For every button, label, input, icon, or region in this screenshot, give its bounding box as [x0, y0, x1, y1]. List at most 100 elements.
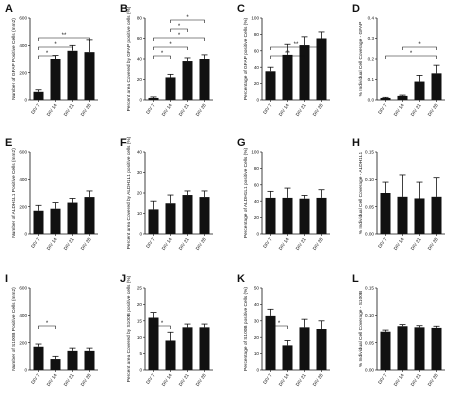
panel-c-y-tick-label: 0 [256, 98, 259, 103]
panel-k-significance-label: * [278, 321, 281, 327]
panel-g-y-tick-label: 80 [254, 166, 260, 171]
panel-b-y-tick-label: 20 [137, 77, 143, 82]
panel-l-y-tick-label: 0.15 [365, 286, 374, 291]
panel-l-bar [431, 327, 442, 370]
panel-c-bar [265, 71, 276, 100]
panel-g-y-tick-label: 20 [254, 215, 260, 220]
panel-k-x-tick-label: DIV 28 [312, 372, 324, 387]
panel-j-letter: J [120, 273, 126, 285]
panel-c-x-tick-label: DIV 7 [262, 102, 273, 115]
panel-i-letter: I [5, 273, 8, 285]
panel-d-x-tick-label: DIV 28 [427, 102, 439, 117]
panel-f-x-tick-label: DIV 7 [145, 236, 156, 249]
panel-g-y-axis-label: Percentage of ALDH1L1 positive Cells (%) [243, 148, 249, 239]
panel-b-x-tick-label: DIV 28 [195, 102, 207, 117]
panel-h-bar [414, 198, 425, 234]
panel-h-x-tick-label: DIV 21 [410, 236, 422, 251]
panel-d-y-tick-label: 0.2 [368, 57, 375, 62]
panel-g-bar [282, 197, 293, 234]
panel-l-x-tick-label: DIV 28 [427, 372, 439, 387]
panel-k-y-axis-label: Percentage of S100B positive Cells (%) [243, 287, 249, 371]
panel-h: H 0.00 0.05 0.10 0.15% Individual Cell Cover… [352, 137, 445, 251]
panel-a-bar [33, 91, 44, 100]
panel-f: F 0 10 20 30 40 Percent area Covered by ALDH1L… [120, 136, 213, 251]
panel-e-y-axis-label: Number of ALDH1L1 Positive Cells (mm2) [11, 148, 17, 238]
panel-e-bar [67, 202, 78, 234]
panel-a-x-tick-label: DIV 28 [80, 102, 92, 117]
panel-d-y-tick-label: 0.3 [368, 36, 375, 41]
panel-h-bar [380, 193, 391, 234]
panel-g-x-tick-label: DIV 7 [262, 236, 273, 249]
panel-h-y-tick-label: 0.05 [365, 204, 374, 209]
panel-e-y-tick-label: 600 [19, 150, 27, 155]
panel-d-y-tick-label: 0.0 [368, 98, 375, 103]
panel-e-x-tick-label: DIV 21 [63, 236, 75, 251]
panel-k-x-tick-label: DIV 21 [295, 372, 307, 387]
panel-b-y-tick-label: 80 [137, 16, 143, 21]
panel-g-bar [299, 198, 310, 234]
panel-c-y-tick-label: 20 [254, 81, 260, 86]
panel-i-bar [33, 346, 44, 370]
panel-l-y-axis-label: % Individual Cell Coverage - S100B [358, 291, 364, 367]
panel-a-y-tick-label: 200 [19, 70, 27, 75]
panel-d-bar [431, 73, 442, 100]
panel-b-bar [148, 97, 159, 100]
panel-h-y-tick-label: 0.10 [365, 177, 374, 182]
panel-c-x-tick-label: DIV 28 [312, 102, 324, 117]
panel-l-x-tick-label: DIV 21 [410, 372, 422, 387]
panel-k-y-tick-label: 50 [254, 286, 260, 291]
panel-h-y-axis-label: % Individual Cell Coverage - ALDH1L1 [358, 151, 364, 234]
panel-k-y-tick-label: 40 [254, 302, 260, 307]
panel-j-bar [165, 340, 176, 370]
panel-a-x-tick-label: DIV 14 [46, 102, 58, 117]
panel-a-significance-label: * [54, 42, 57, 48]
panel-c-y-tick-label: 40 [254, 65, 260, 70]
panel-b-y-axis-label: Percent area Covered by GFAP positive ce… [126, 6, 132, 111]
panel-d-significance-label: * [418, 42, 421, 48]
panel-c-bar [282, 54, 293, 100]
panel-j-y-tick-label: 25 [137, 286, 143, 291]
panel-g-y-tick-label: 40 [254, 199, 260, 204]
panel-d-x-tick-label: DIV 7 [377, 102, 388, 115]
panel-h-x-tick-label: DIV 28 [427, 236, 439, 251]
panel-c-significance-bracket [270, 55, 305, 59]
panel-k-x-tick-label: DIV 7 [262, 372, 273, 385]
panel-l-y-tick-label: 0.00 [365, 368, 374, 373]
panel-h-bar [431, 196, 442, 234]
panel-b-y-tick-label: 0 [139, 98, 142, 103]
panel-d-significance-bracket [402, 46, 437, 50]
panel-e-bar [33, 210, 44, 234]
panel-f-x-tick-label: DIV 21 [178, 236, 190, 251]
panel-i-y-tick-label: 400 [19, 313, 27, 318]
panel-f-y-tick-label: 10 [137, 211, 143, 216]
panel-j-significance-bracket [153, 325, 171, 329]
panel-j-significance-label: * [161, 321, 164, 327]
panel-e-x-tick-label: DIV 14 [46, 236, 58, 251]
panel-j-bar [182, 327, 193, 370]
panel-b-significance-bracket [153, 55, 171, 59]
panel-g-bar [265, 197, 276, 234]
panel-l-x-tick-label: DIV 14 [393, 372, 405, 387]
panel-f-bar [199, 197, 210, 234]
panel-d: D 0.0 0.1 0.2 0.3 0.4 % Individual Cell Covera… [352, 3, 445, 117]
panel-h-letter: H [352, 137, 360, 149]
panel-a-significance-bracket [38, 37, 90, 41]
panel-a-x-tick-label: DIV 21 [63, 102, 75, 117]
panel-d-bar [397, 95, 408, 100]
panel-b-bar [199, 59, 210, 100]
panel-i-y-tick-label: 200 [19, 340, 27, 345]
panel-a-bar [67, 50, 78, 100]
panel-d-significance-label: * [410, 51, 413, 57]
panel-h-x-tick-label: DIV 14 [393, 236, 405, 251]
panel-h-y-tick-label: 0.15 [365, 150, 374, 155]
panel-i-x-tick-label: DIV 21 [63, 372, 75, 387]
panel-b-x-tick-label: DIV 14 [161, 102, 173, 117]
panel-i-x-tick-label: DIV 7 [30, 372, 41, 385]
panel-c-letter: C [237, 3, 245, 15]
panel-d-y-tick-label: 0.4 [368, 16, 375, 21]
panel-j-y-axis-label: Percent area Covered by S100B positive c… [126, 275, 132, 382]
